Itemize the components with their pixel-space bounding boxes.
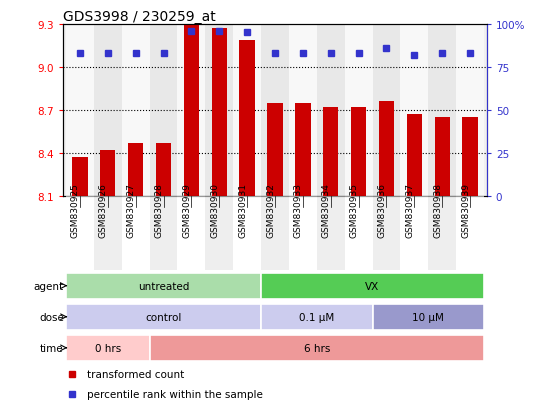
Bar — [295, 103, 311, 196]
Bar — [323, 108, 338, 196]
Bar — [156, 143, 171, 196]
Bar — [351, 108, 366, 196]
Bar — [239, 40, 255, 196]
Bar — [406, 115, 422, 196]
Text: 10 μM: 10 μM — [412, 312, 444, 322]
Bar — [261, 196, 289, 271]
Text: GSM830938: GSM830938 — [433, 182, 442, 237]
Bar — [233, 25, 261, 196]
Bar — [122, 25, 150, 196]
Text: GSM830933: GSM830933 — [294, 182, 303, 237]
Bar — [128, 143, 144, 196]
Bar — [267, 103, 283, 196]
Text: GSM830937: GSM830937 — [405, 182, 414, 237]
Text: 0 hrs: 0 hrs — [95, 343, 121, 353]
Bar — [289, 196, 317, 271]
Text: dose: dose — [39, 312, 64, 322]
Bar — [150, 335, 484, 361]
Text: agent: agent — [34, 281, 64, 291]
Bar — [184, 26, 199, 196]
Bar — [456, 25, 484, 196]
Bar — [205, 196, 233, 271]
Bar — [379, 102, 394, 196]
Bar — [372, 196, 400, 271]
Bar — [428, 196, 456, 271]
Bar — [233, 196, 261, 271]
Bar — [66, 335, 150, 361]
Text: GSM830932: GSM830932 — [266, 182, 275, 237]
Text: time: time — [40, 343, 64, 353]
Bar — [66, 25, 94, 196]
Text: GSM830930: GSM830930 — [210, 182, 219, 237]
Bar — [261, 273, 484, 299]
Bar — [66, 304, 261, 330]
Bar — [372, 25, 400, 196]
Bar — [212, 29, 227, 196]
Bar — [66, 196, 94, 271]
Bar — [72, 158, 87, 196]
Text: GSM830934: GSM830934 — [322, 182, 331, 237]
Bar — [289, 25, 317, 196]
Bar — [205, 25, 233, 196]
Text: GSM830931: GSM830931 — [238, 182, 247, 237]
Bar — [261, 304, 372, 330]
Bar — [317, 196, 345, 271]
Bar — [94, 196, 122, 271]
Text: 0.1 μM: 0.1 μM — [299, 312, 334, 322]
Bar — [456, 196, 484, 271]
Text: GSM830939: GSM830939 — [461, 182, 470, 237]
Bar — [261, 25, 289, 196]
Bar — [463, 118, 478, 196]
Bar — [372, 304, 484, 330]
Text: untreated: untreated — [138, 281, 189, 291]
Bar — [434, 118, 450, 196]
Bar — [66, 273, 261, 299]
Bar — [150, 196, 178, 271]
Bar — [178, 25, 205, 196]
Text: control: control — [145, 312, 182, 322]
Bar — [178, 196, 205, 271]
Bar — [345, 196, 372, 271]
Text: transformed count: transformed count — [86, 369, 184, 379]
Bar — [400, 25, 428, 196]
Text: GSM830925: GSM830925 — [71, 182, 80, 237]
Text: VX: VX — [365, 281, 380, 291]
Bar — [94, 25, 122, 196]
Bar — [122, 196, 150, 271]
Bar — [345, 25, 372, 196]
Bar — [317, 25, 345, 196]
Text: 6 hrs: 6 hrs — [304, 343, 330, 353]
Text: GSM830926: GSM830926 — [99, 182, 108, 237]
Bar — [150, 25, 178, 196]
Bar — [100, 150, 116, 196]
Text: GSM830929: GSM830929 — [183, 182, 191, 237]
Text: GSM830927: GSM830927 — [126, 182, 136, 237]
Text: percentile rank within the sample: percentile rank within the sample — [86, 389, 262, 399]
Bar — [400, 196, 428, 271]
Bar — [428, 25, 456, 196]
Text: GDS3998 / 230259_at: GDS3998 / 230259_at — [63, 10, 216, 24]
Text: GSM830935: GSM830935 — [350, 182, 359, 237]
Text: GSM830928: GSM830928 — [155, 182, 163, 237]
Text: GSM830936: GSM830936 — [377, 182, 387, 237]
